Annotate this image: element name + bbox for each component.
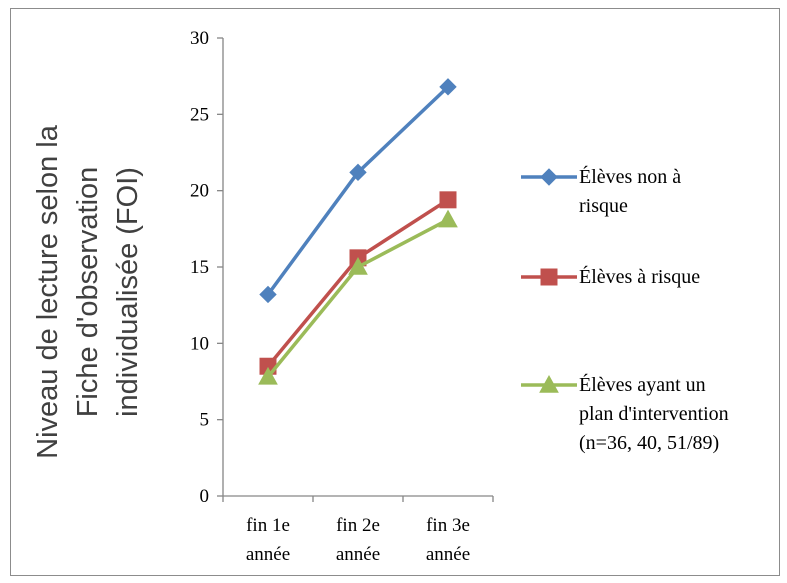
chart-frame: Niveau de lecture selon la Fiche d'observ…	[10, 8, 780, 576]
legend-marker	[539, 374, 559, 393]
y-tick-label: 0	[200, 486, 210, 507]
y-tick-label: 25	[190, 104, 209, 125]
y-axis-title-line: Niveau de lecture selon la	[32, 124, 64, 459]
y-tick-label: 5	[200, 410, 210, 431]
legend-label-line: Élèves non à	[579, 165, 681, 188]
data-point	[439, 191, 457, 209]
legend-label: Élèves à risque	[579, 265, 700, 288]
legend-marker	[540, 268, 558, 286]
x-tick-label: fin 2e année	[336, 515, 380, 565]
legend-item: Élèves non à risque	[521, 165, 681, 217]
x-tick-label-line: fin 3e	[426, 515, 470, 536]
x-tick-label-line: année	[426, 544, 470, 565]
y-tick-label: 10	[190, 333, 209, 354]
x-tick-label-line: année	[336, 544, 380, 565]
data-point	[349, 163, 367, 182]
y-tick-labels: 0 5 10 15 20 25 30	[190, 28, 209, 507]
y-axis-title-text: Niveau de lecture selon la Fiche d'observ…	[32, 124, 144, 459]
legend-marker	[540, 168, 558, 186]
legend-item: Élèves ayant un plan d'intervention (n=36,…	[521, 373, 729, 454]
y-tick-label: 30	[190, 28, 209, 49]
data-point	[439, 78, 457, 96]
legend: Élèves non à risque Élèves à risque Élèves …	[521, 165, 729, 454]
series-line	[266, 218, 449, 379]
x-tick-label: fin 3e année	[426, 515, 470, 565]
x-tick-label-line: fin 1e	[246, 515, 290, 536]
legend-label: Élèves non à risque	[579, 165, 681, 217]
y-axis-title-line: individualisée (FOI)	[112, 167, 144, 417]
x-tick-labels: fin 1e année fin 2e année fin 3e année	[246, 515, 470, 565]
legend-label-line: Élèves à risque	[579, 265, 700, 288]
x-tick-label-line: année	[246, 544, 290, 565]
y-tick-label: 20	[190, 181, 209, 202]
y-axis-title-line: Fiche d'observation	[72, 167, 104, 418]
y-tick-label: 15	[190, 257, 209, 278]
legend-label-line: Élèves ayant un	[579, 373, 706, 396]
series-1	[259, 78, 457, 304]
series-3	[258, 209, 458, 385]
series-group	[258, 78, 458, 385]
legend-label: Élèves ayant un plan d'intervention (n=36,…	[579, 373, 729, 454]
data-point	[258, 366, 278, 385]
line-chart: Niveau de lecture selon la Fiche d'observ…	[32, 28, 729, 565]
data-point	[259, 285, 277, 304]
data-point	[438, 209, 458, 228]
data-point	[348, 256, 368, 275]
y-axis-title: Niveau de lecture selon la Fiche d'observ…	[32, 124, 144, 459]
legend-item: Élèves à risque	[521, 265, 700, 288]
legend-label-line: risque	[579, 195, 628, 217]
x-tick-label: fin 1e année	[246, 515, 290, 565]
series-2	[259, 191, 457, 375]
axes	[217, 37, 494, 502]
x-tick-label-line: fin 2e	[336, 515, 380, 536]
legend-label-line: plan d'intervention	[579, 403, 729, 425]
legend-label-line: (n=36, 40, 51/89)	[579, 432, 719, 454]
